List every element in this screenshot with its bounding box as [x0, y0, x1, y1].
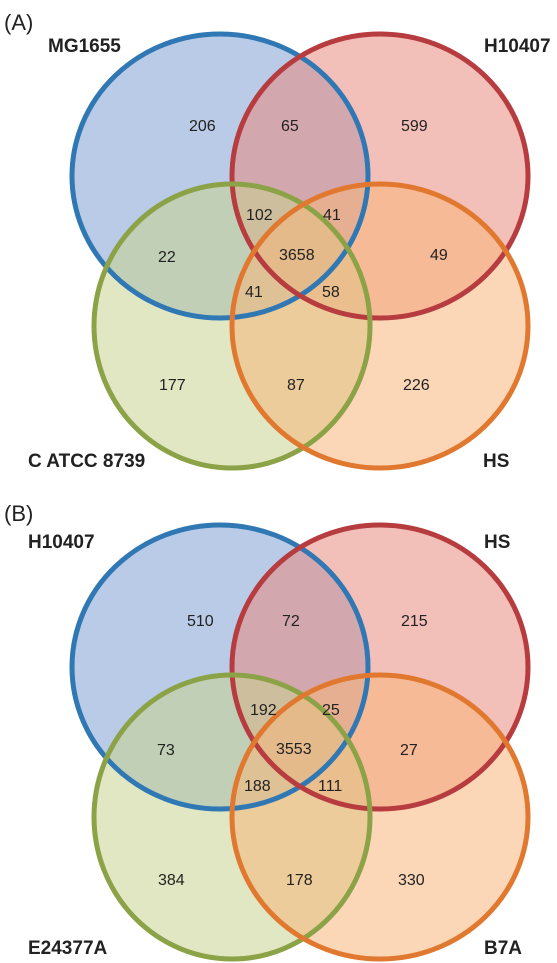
panel-a-outline-bottom-right — [229, 181, 531, 471]
panel-b-ellipse-bottom-right — [232, 675, 528, 959]
panel-a-region-bl-only: 177 — [159, 377, 186, 394]
panel-b-set-label-bottom-left: E24377A — [28, 938, 108, 959]
panel-b-outline-bottom-left — [91, 672, 373, 962]
panel-b-region-tr-bl-br: 111 — [318, 778, 342, 795]
panel-a-label: (A) — [4, 10, 33, 35]
panel-a-set-label-top-left: MG1655 — [48, 36, 121, 57]
panel-a-outline-top-left — [69, 31, 371, 321]
panel-a-region-bl-br: 87 — [287, 377, 305, 394]
panel-b-region-br-only: 330 — [398, 872, 425, 889]
panel-b-region-bl-only: 384 — [158, 872, 185, 889]
panel-a-region-tl-tr-bl: 102 — [246, 207, 273, 224]
panel-b-region-tr-br: 27 — [400, 742, 418, 759]
panel-a: (A) MG1655 H10407 C ATCC 8739 HS 206 65 … — [4, 10, 551, 472]
panel-a-region-tr-only: 599 — [401, 118, 428, 135]
panel-b-region-tl-tr-br: 25 — [322, 702, 340, 719]
panel-a-outline-top-right — [229, 31, 531, 321]
panel-a-set-label-top-right: H10407 — [484, 36, 551, 57]
panel-a-region-all: 3658 — [279, 247, 315, 264]
panel-a-region-tl-bl: 22 — [158, 249, 176, 266]
panel-b-set-label-bottom-right: B7A — [484, 938, 522, 959]
panel-b-region-tl-bl: 73 — [157, 742, 175, 759]
panel-a-region-br-only: 226 — [403, 377, 430, 394]
panel-b-set-label-top-left: H10407 — [28, 532, 95, 553]
panel-b-region-tl-only: 510 — [187, 613, 214, 630]
panel-b-region-bl-br: 178 — [286, 872, 313, 889]
panel-a-region-tl-tr: 65 — [281, 118, 299, 135]
panel-b-region-tl-bl-br: 188 — [244, 778, 271, 795]
panel-b-region-all: 3553 — [276, 741, 312, 758]
panel-a-set-label-bottom-right: HS — [483, 451, 509, 472]
panel-b: (B) H10407 HS E24377A B7A 510 72 215 192… — [4, 501, 531, 962]
panel-a-ellipse-bottom-right — [232, 184, 528, 468]
panel-b-outline-top-right — [229, 522, 531, 812]
panel-a-region-tl-bl-br: 41 — [245, 284, 263, 301]
panel-a-region-tr-br: 49 — [430, 247, 448, 264]
panel-b-region-tr-only: 215 — [401, 613, 428, 630]
panel-b-region-tl-tr-bl: 192 — [250, 702, 277, 719]
panel-b-outline-top-left — [69, 522, 371, 812]
panel-b-region-tl-tr: 72 — [282, 613, 300, 630]
panel-b-set-label-top-right: HS — [484, 532, 510, 553]
panel-a-region-tr-bl-br: 58 — [322, 284, 340, 301]
panel-b-label: (B) — [4, 501, 33, 526]
panel-a-outline-bottom-left — [91, 181, 373, 471]
panel-a-region-tl-only: 206 — [189, 118, 216, 135]
panel-a-region-tl-tr-br: 41 — [323, 207, 341, 224]
panel-a-set-label-bottom-left: C ATCC 8739 — [28, 451, 145, 472]
panel-b-outline-bottom-right — [229, 672, 531, 962]
